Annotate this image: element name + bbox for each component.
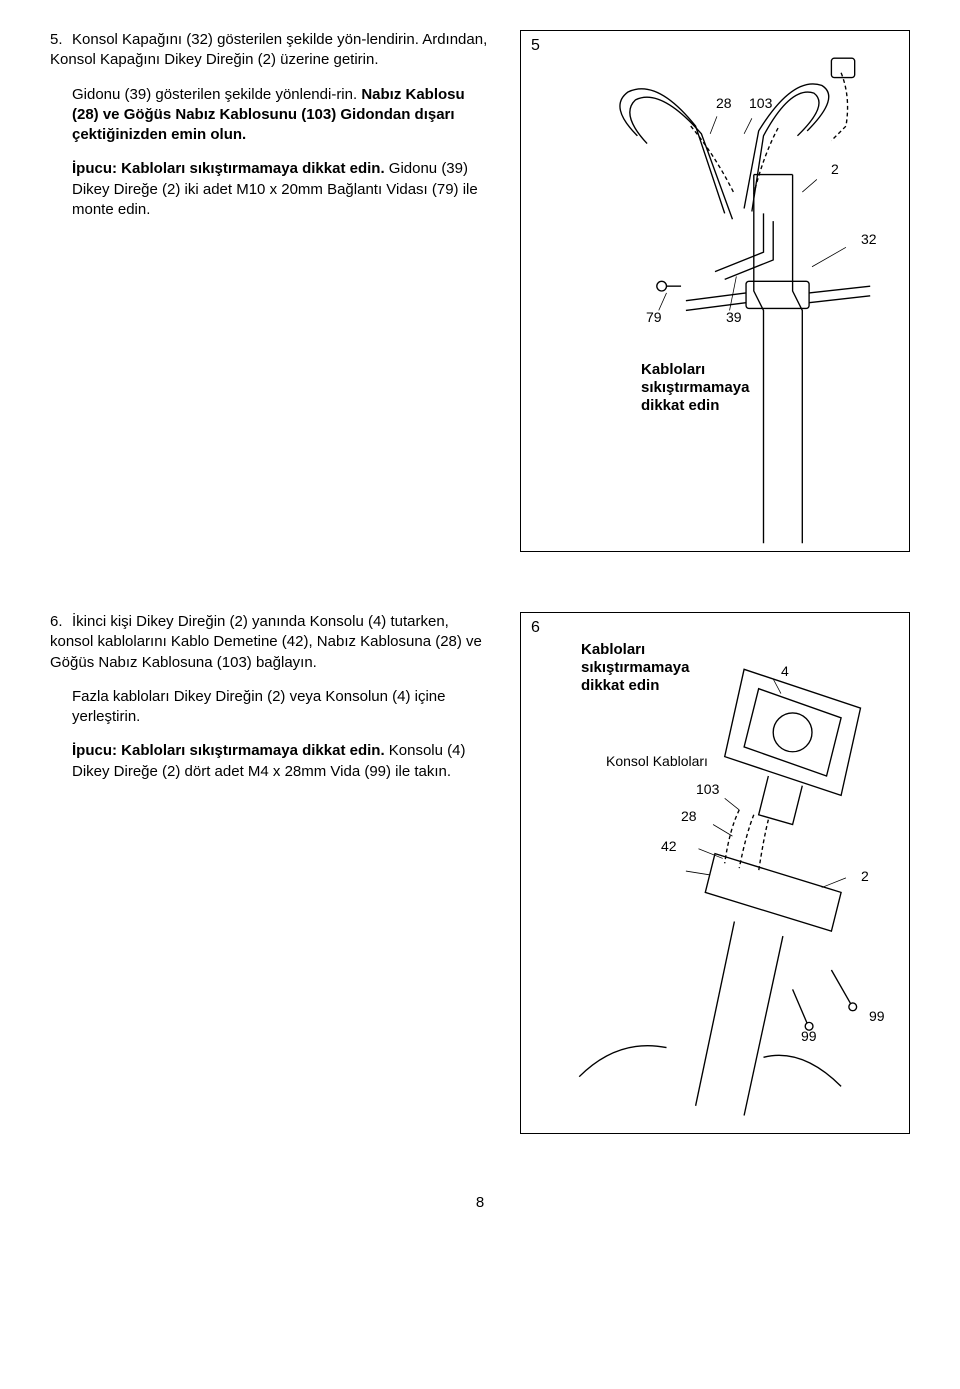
step-5-p3: İpucu: Kabloları sıkıştırmamaya dikkat e… bbox=[50, 159, 490, 220]
step-6-row: 6.İkinci kişi Dikey Direğin (2) yanında … bbox=[50, 612, 910, 1134]
fig5-label-103: 103 bbox=[749, 95, 772, 111]
step-6-p3: İpucu: Kabloları sıkıştırmamaya dikkat e… bbox=[50, 741, 490, 782]
page-number: 8 bbox=[50, 1194, 910, 1211]
step-6-text: 6.İkinci kişi Dikey Direğin (2) yanında … bbox=[50, 612, 490, 1134]
figure-5-drawing bbox=[521, 31, 909, 551]
step-5-p2a: Gidonu (39) gösterilen şekilde yönlendi-… bbox=[72, 86, 361, 103]
fig5-label-28: 28 bbox=[716, 95, 732, 111]
step-6-p3a: İpucu: Kabloları sıkıştırmamaya dikkat e… bbox=[72, 742, 385, 759]
fig6-label-2: 2 bbox=[861, 868, 869, 884]
fig5-label-2: 2 bbox=[831, 161, 839, 177]
fig6-label-103: 103 bbox=[696, 781, 719, 797]
fig6-konsol: Konsol Kabloları bbox=[606, 753, 708, 769]
step-6-p2: Fazla kabloları Dikey Direğin (2) veya K… bbox=[50, 687, 490, 728]
step-5-p1-text: Konsol Kapağını (32) gösterilen şekilde … bbox=[50, 31, 487, 68]
step-5-row: 5.Konsol Kapağını (32) gösterilen şekild… bbox=[50, 30, 910, 552]
fig6-label-28: 28 bbox=[681, 808, 697, 824]
step-5-p2: Gidonu (39) gösterilen şekilde yönlendi-… bbox=[50, 85, 490, 146]
fig6-label-4: 4 bbox=[781, 663, 789, 679]
figure-6-number: 6 bbox=[531, 619, 540, 637]
figure-5: 5 bbox=[520, 30, 910, 552]
step-6-number: 6. bbox=[50, 612, 72, 632]
fig6-label-42: 42 bbox=[661, 838, 677, 854]
figure-6-drawing bbox=[521, 613, 909, 1133]
fig6-label-99b: 99 bbox=[801, 1028, 817, 1044]
step-6-p1-text: İkinci kişi Dikey Direğin (2) yanında Ko… bbox=[50, 613, 482, 671]
fig6-warning: Kabloları sıkıştırmamaya dikkat edin bbox=[581, 641, 689, 695]
figure-6: 6 bbox=[520, 612, 910, 1134]
step-5-p3a: İpucu: Kabloları sıkıştırmamaya dikkat e… bbox=[72, 160, 385, 177]
step-5-p1: 5.Konsol Kapağını (32) gösterilen şekild… bbox=[50, 30, 490, 71]
fig5-label-79: 79 bbox=[646, 309, 662, 325]
step-5-text: 5.Konsol Kapağını (32) gösterilen şekild… bbox=[50, 30, 490, 552]
step-6-p2-text: Fazla kabloları Dikey Direğin (2) veya K… bbox=[72, 688, 446, 725]
figure-5-number: 5 bbox=[531, 37, 540, 55]
fig6-label-99a: 99 bbox=[869, 1008, 885, 1024]
step-6-p1: 6.İkinci kişi Dikey Direğin (2) yanında … bbox=[50, 612, 490, 673]
fig5-label-39: 39 bbox=[726, 309, 742, 325]
fig5-label-32: 32 bbox=[861, 231, 877, 247]
fig5-warning: Kabloları sıkıştırmamaya dikkat edin bbox=[641, 361, 749, 415]
step-5-number: 5. bbox=[50, 30, 72, 50]
